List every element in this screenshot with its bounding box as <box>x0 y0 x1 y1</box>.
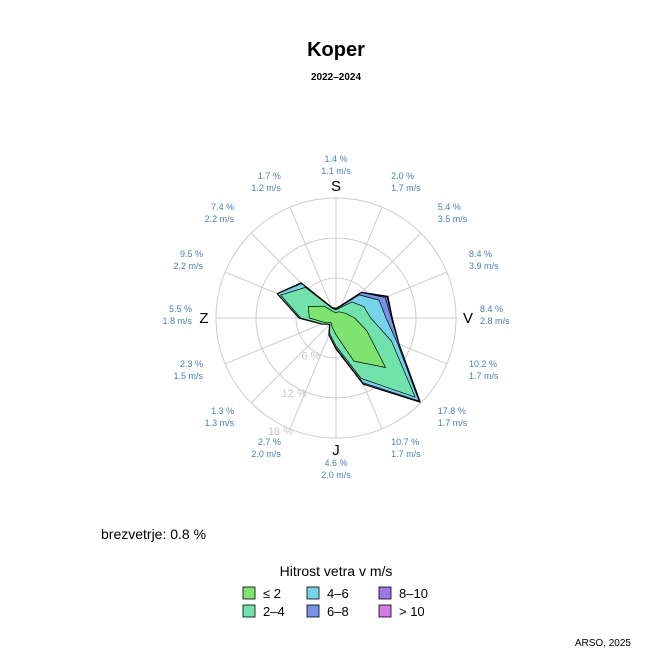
direction-percent-label: 1.7 % <box>258 171 281 181</box>
radial-tick-labels: 6 % 12 % 18 % <box>268 351 321 438</box>
grid-spoke <box>289 206 337 319</box>
direction-speed-label: 1.5 m/s <box>173 371 203 381</box>
direction-speed-label: 1.1 m/s <box>321 166 351 176</box>
calm-label: brezvetrje: 0.8 % <box>101 526 206 542</box>
direction-percent-label: 1.3 % <box>211 406 234 416</box>
grid-spoke <box>250 317 337 404</box>
compass-label: S <box>331 178 341 195</box>
direction-percent-label: 10.7 % <box>391 437 419 447</box>
direction-speed-label: 2.0 m/s <box>251 449 281 459</box>
legend: ≤ 2 2–4 4–6 6–8 8–10 > 10 <box>242 586 428 619</box>
radial-tick-label: 12 % <box>282 388 307 400</box>
direction-speed-label: 1.7 m/s <box>391 183 421 193</box>
radial-tick-label: 18 % <box>268 426 293 438</box>
direction-labels: S 1.4 % 1.1 m/s 2.0 % 1.7 m/s 5.4 % 3.5 m/s 8.4… <box>162 154 510 480</box>
direction-speed-label: 1.7 m/s <box>438 418 468 428</box>
radial-tick-label: 6 % <box>301 351 320 363</box>
direction-percent-label: 5.5 % <box>169 304 192 314</box>
legend-label: > 10 <box>399 604 425 619</box>
legend-label: 8–10 <box>399 586 428 601</box>
direction-percent-label: 10.2 % <box>469 359 497 369</box>
direction-percent-label: 4.6 % <box>324 458 347 468</box>
legend-swatch <box>242 586 256 600</box>
direction-speed-label: 1.8 m/s <box>162 316 192 326</box>
direction-percent-label: 17.8 % <box>438 406 466 416</box>
direction-percent-label: 8.4 % <box>480 304 503 314</box>
direction-speed-label: 2.2 m/s <box>173 261 203 271</box>
wind-petals <box>276 282 421 403</box>
chart-title: Koper <box>307 39 365 61</box>
legend-swatch <box>378 604 392 618</box>
legend-title: Hitrost vetra v m/s <box>280 563 393 579</box>
chart-subtitle: 2022–2024 <box>311 72 361 83</box>
direction-percent-label: 2.7 % <box>258 437 281 447</box>
compass-label: Z <box>199 310 208 327</box>
petal-≤ 2 <box>307 305 386 368</box>
direction-speed-label: 1.3 m/s <box>205 418 235 428</box>
direction-speed-label: 2.2 m/s <box>205 214 235 224</box>
legend-swatch <box>242 604 256 618</box>
legend-label: 6–8 <box>327 604 349 619</box>
direction-speed-label: 3.5 m/s <box>438 214 468 224</box>
source-label: ARSO, 2025 <box>575 638 632 649</box>
legend-swatch <box>306 586 320 600</box>
direction-speed-label: 2.8 m/s <box>480 316 510 326</box>
compass-label: J <box>332 442 340 459</box>
legend-label: 2–4 <box>263 604 285 619</box>
direction-speed-label: 1.7 m/s <box>391 449 421 459</box>
direction-percent-label: 8.4 % <box>469 249 492 259</box>
direction-percent-label: 5.4 % <box>438 202 461 212</box>
direction-percent-label: 9.5 % <box>180 249 203 259</box>
direction-percent-label: 7.4 % <box>211 202 234 212</box>
grid-spoke <box>224 317 337 365</box>
legend-label: ≤ 2 <box>263 586 281 601</box>
direction-speed-label: 3.9 m/s <box>469 261 499 271</box>
legend-label: 4–6 <box>327 586 349 601</box>
grid-spoke <box>335 206 383 319</box>
direction-speed-label: 1.7 m/s <box>469 371 499 381</box>
direction-speed-label: 2.0 m/s <box>321 470 351 480</box>
legend-swatch <box>306 604 320 618</box>
direction-percent-label: 1.4 % <box>324 154 347 164</box>
direction-speed-label: 1.2 m/s <box>251 183 281 193</box>
compass-label: V <box>463 310 473 327</box>
legend-swatch <box>378 586 392 600</box>
grid-spoke <box>289 317 337 430</box>
direction-percent-label: 2.3 % <box>180 359 203 369</box>
direction-percent-label: 2.0 % <box>391 171 414 181</box>
